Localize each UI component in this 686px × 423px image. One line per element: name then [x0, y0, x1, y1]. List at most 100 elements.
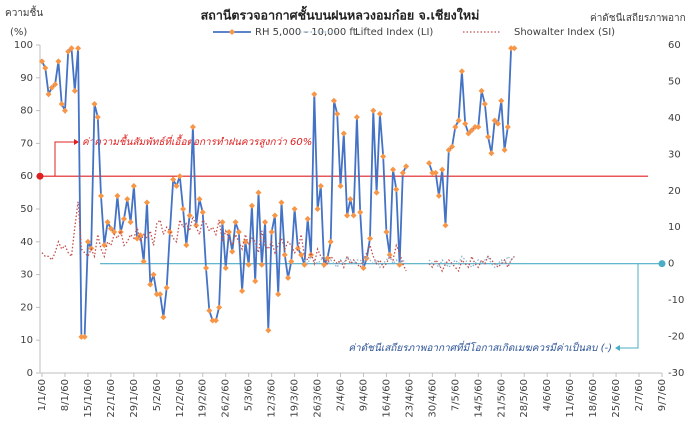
series-line — [303, 255, 515, 269]
series-line — [41, 201, 515, 273]
legend-label: Lifted Index (LI) — [355, 27, 433, 38]
x-tick-label: 14/5/60 — [473, 379, 484, 418]
marker — [52, 81, 59, 88]
x-tick-label: 25/6/60 — [611, 379, 622, 418]
marker — [314, 206, 321, 212]
x-tick-label: 11/6/60 — [565, 379, 576, 418]
marker — [285, 274, 292, 281]
marker — [75, 45, 82, 52]
legend-label: Showalter Index (SI) — [514, 27, 615, 38]
marker — [98, 192, 105, 199]
x-tick-label: 5/2/60 — [152, 379, 163, 411]
marker — [170, 176, 177, 183]
marker — [147, 281, 154, 288]
marker — [150, 271, 157, 278]
marker — [508, 45, 515, 52]
marker — [176, 173, 183, 180]
marker — [435, 192, 442, 199]
marker — [442, 222, 449, 229]
y2-tick-label: -20 — [668, 332, 684, 343]
marker — [291, 206, 298, 212]
y2-tick-label: 50 — [668, 76, 681, 87]
li-reference-dot — [658, 260, 666, 268]
marker — [376, 110, 383, 117]
marker — [183, 242, 190, 249]
marker — [134, 235, 141, 242]
marker — [357, 209, 364, 216]
x-tick-label: 7/5/60 — [450, 379, 461, 411]
marker — [501, 146, 508, 153]
y-tick-label: 10 — [20, 335, 33, 346]
x-tick-label: 9/4/60 — [358, 379, 369, 411]
y-tick-label: 40 — [20, 237, 33, 248]
marker — [337, 183, 344, 190]
marker — [81, 333, 88, 340]
marker — [232, 219, 239, 226]
marker — [383, 228, 390, 235]
marker — [248, 202, 255, 209]
threshold-dot — [36, 172, 44, 180]
marker — [380, 153, 387, 160]
marker — [481, 101, 488, 108]
x-tick-label: 2/4/60 — [336, 379, 347, 411]
marker — [298, 251, 305, 258]
marker — [485, 133, 492, 140]
marker — [58, 101, 65, 108]
annotation: ค่าความชื้นสัมพัทธ์ที่เอื้อต่อการทำฝนควร… — [82, 134, 312, 148]
marker — [65, 48, 72, 55]
y2-tick-label: 10 — [668, 222, 681, 233]
marker — [475, 124, 482, 130]
marker — [180, 206, 187, 212]
marker — [255, 189, 262, 196]
y-tick-label: 90 — [20, 73, 33, 84]
marker — [390, 166, 397, 173]
marker — [203, 265, 210, 272]
marker — [71, 87, 78, 94]
marker — [107, 225, 114, 232]
y-tick-label: 0 — [27, 368, 33, 379]
marker — [153, 291, 160, 298]
marker — [101, 242, 108, 249]
marker — [511, 45, 518, 52]
marker — [265, 327, 272, 334]
annotation-arrow — [615, 345, 620, 351]
y-tick-label: 70 — [20, 138, 33, 149]
marker — [370, 107, 377, 114]
marker — [327, 238, 334, 245]
chart-title: สถานีตรวจอากาศชั้นบนฝนหลวงอมก๋อย จ.เชียง… — [201, 6, 480, 23]
y2-tick-label: -10 — [668, 295, 684, 306]
marker — [42, 64, 49, 71]
x-tick-label: 12/3/60 — [267, 379, 278, 418]
marker — [212, 317, 219, 324]
annotation-connector — [620, 263, 639, 349]
marker — [491, 117, 498, 124]
marker — [114, 192, 121, 199]
marker — [350, 212, 357, 219]
marker — [462, 120, 469, 127]
x-tick-label: 4/6/60 — [542, 379, 553, 411]
marker — [262, 219, 269, 226]
marker — [209, 317, 216, 324]
marker — [311, 91, 318, 98]
marker — [160, 314, 167, 321]
marker — [39, 58, 45, 65]
x-tick-label: 15/1/60 — [83, 379, 94, 418]
y-axis-unit: (%) — [10, 27, 27, 38]
x-tick-label: 30/4/60 — [427, 379, 438, 418]
marker — [281, 251, 288, 258]
marker — [330, 97, 337, 104]
y-tick-label: 20 — [20, 302, 33, 313]
y2-tick-label: 60 — [668, 40, 681, 51]
marker — [488, 150, 495, 157]
marker — [465, 130, 472, 137]
marker — [130, 183, 137, 190]
marker — [166, 228, 173, 235]
marker — [458, 68, 465, 75]
marker — [111, 228, 118, 235]
marker — [252, 278, 259, 285]
marker — [78, 333, 85, 340]
marker — [498, 97, 505, 104]
y-tick-label: 80 — [20, 106, 33, 117]
marker — [68, 45, 75, 52]
marker — [455, 117, 462, 124]
